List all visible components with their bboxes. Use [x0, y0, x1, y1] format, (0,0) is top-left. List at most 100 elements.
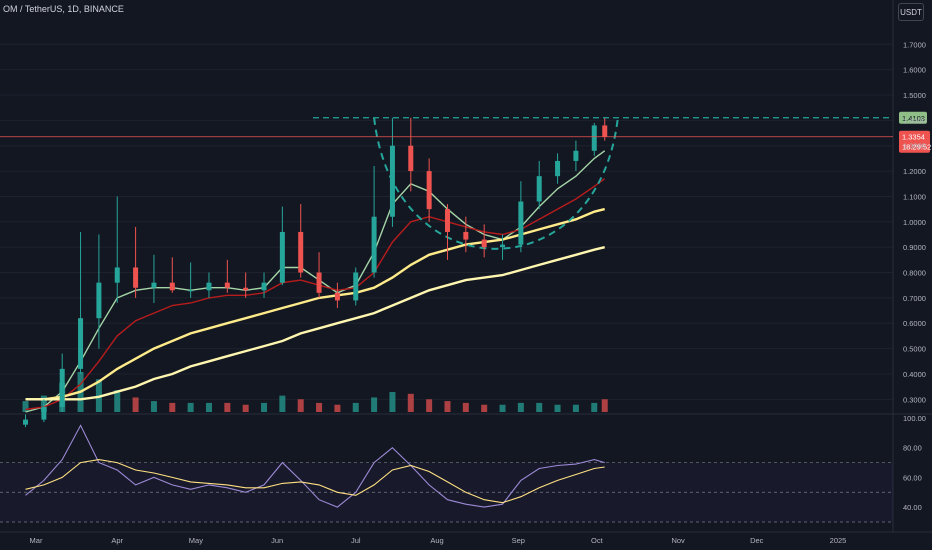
time-tick-label: Jun: [271, 536, 283, 545]
grid: [0, 0, 932, 532]
ma-long-1-line: [25, 207, 605, 401]
rsi-ma-line: [25, 459, 605, 504]
resistance-price-label: 1.4103: [902, 114, 925, 123]
candle-body: [371, 216, 377, 273]
rsi-tick-label: 60.00: [903, 473, 922, 482]
volume-bar: [499, 404, 506, 412]
volume-bar: [352, 402, 359, 412]
time-tick-label: May: [189, 536, 203, 545]
time-tick-label: Dec: [750, 536, 764, 545]
price-tick-label: 0.4000: [903, 370, 926, 379]
price-tick-label: 1.1000: [903, 192, 926, 201]
time-tick-label: Sep: [512, 536, 525, 545]
candle-body: [169, 282, 175, 291]
price-tick-label: 0.9000: [903, 243, 926, 252]
candle-body: [206, 282, 212, 291]
last-price-label: 1.3354: [902, 133, 925, 142]
price-tick-label: 1.5000: [903, 91, 926, 100]
price-tick-label: 1.7000: [903, 40, 926, 49]
volume-bar: [132, 397, 139, 412]
volume-bar: [572, 404, 579, 412]
candle-body: [555, 160, 561, 177]
volume-bar: [224, 402, 231, 412]
currency-unit-button[interactable]: USDT: [898, 3, 924, 21]
candle-body: [353, 272, 359, 301]
candle-body: [279, 231, 285, 283]
candle-body: [500, 244, 506, 248]
candle-body: [59, 368, 65, 407]
price-tick-label: 1.6000: [903, 66, 926, 75]
candle-body: [591, 125, 597, 151]
time-tick-label: Apr: [111, 536, 123, 545]
candle-body: [334, 292, 340, 301]
candle-body: [114, 267, 120, 283]
price-tick-label: 0.3000: [903, 395, 926, 404]
volume-bar: [22, 401, 29, 412]
time-tick-label: Jul: [351, 536, 361, 545]
price-tick-label: 0.5000: [903, 345, 926, 354]
price-tick-label: 1.0000: [903, 218, 926, 227]
candle-body: [23, 419, 29, 425]
candle-body: [78, 318, 84, 369]
candle-body: [243, 287, 249, 291]
volume-bar: [114, 390, 121, 412]
candle-body: [573, 150, 579, 161]
price-axis[interactable]: 1.7000 1.6000 1.5000 1.4000 1.3000 1.2000 1.10…: [903, 40, 926, 404]
candle-body: [133, 267, 139, 288]
rsi-tick-label: 40.00: [903, 503, 922, 512]
time-tick-label: 2025: [830, 536, 847, 545]
volume-bar: [169, 402, 176, 412]
candle-body: [463, 231, 469, 240]
volume-bar: [462, 402, 469, 412]
volume-bar: [444, 401, 451, 412]
candle-body: [316, 272, 322, 293]
volume-bar: [242, 404, 249, 412]
candles: [23, 117, 608, 428]
candle-body: [96, 282, 102, 319]
price-tick-label: 1.3000: [903, 142, 926, 151]
time-tick-label: Nov: [671, 536, 685, 545]
time-axis[interactable]: Mar Apr May Jun Jul Aug Sep Oct Nov Dec 2025: [0, 531, 932, 545]
volume-bar: [536, 402, 543, 412]
volume-bar: [407, 393, 414, 412]
candle-body: [298, 231, 304, 273]
volume-bar: [481, 404, 488, 412]
volume-bar: [279, 395, 286, 412]
candle-body: [261, 282, 267, 291]
volume-bar: [316, 402, 323, 412]
time-tick-label: Mar: [30, 536, 43, 545]
candle-body: [151, 282, 157, 288]
price-tick-label: 1.2000: [903, 167, 926, 176]
candle-body: [224, 282, 230, 288]
time-tick-label: Aug: [430, 536, 443, 545]
volume-bar: [389, 392, 396, 412]
volume-bar: [205, 402, 212, 412]
candle-body: [188, 290, 194, 292]
volume-bar: [150, 401, 157, 412]
rsi-tick-label: 100.00: [903, 414, 926, 423]
candle-body: [602, 125, 608, 137]
candle-body: [426, 171, 432, 210]
candle-body: [518, 201, 524, 245]
rsi-tick-label: 80.00: [903, 444, 922, 453]
candle-body: [481, 239, 487, 248]
candle-body: [444, 209, 450, 232]
volume-bar: [591, 402, 598, 412]
rsi-pane: [0, 424, 893, 523]
candle-body: [536, 176, 542, 202]
price-tick-label: 0.8000: [903, 269, 926, 278]
candle-body: [41, 406, 47, 420]
rsi-axis[interactable]: 100.00 80.00 60.00 40.00: [903, 414, 926, 512]
last-price-tag: [899, 130, 930, 153]
price-tick-label: 0.6000: [903, 319, 926, 328]
volume-bar: [297, 399, 304, 412]
price-tick-label: 0.7000: [903, 294, 926, 303]
rsi-line: [25, 424, 605, 508]
ma-long-2-line: [25, 246, 605, 401]
time-tick-label: Oct: [591, 536, 604, 545]
candle-body: [408, 145, 414, 172]
volume-bar: [517, 402, 524, 412]
